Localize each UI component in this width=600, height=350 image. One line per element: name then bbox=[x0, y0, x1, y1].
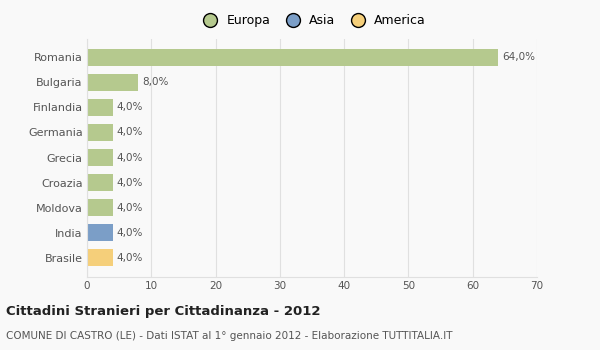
Legend: Europa, Asia, America: Europa, Asia, America bbox=[193, 9, 431, 32]
Bar bbox=[87, 224, 113, 241]
Text: 4,0%: 4,0% bbox=[116, 103, 143, 112]
Bar bbox=[87, 250, 113, 266]
Bar bbox=[87, 74, 139, 91]
Bar bbox=[87, 149, 113, 166]
Text: Cittadini Stranieri per Cittadinanza - 2012: Cittadini Stranieri per Cittadinanza - 2… bbox=[6, 304, 320, 317]
Text: 8,0%: 8,0% bbox=[142, 77, 169, 88]
Bar bbox=[87, 124, 113, 141]
Text: 4,0%: 4,0% bbox=[116, 153, 143, 162]
Text: 4,0%: 4,0% bbox=[116, 177, 143, 188]
Text: 4,0%: 4,0% bbox=[116, 127, 143, 138]
Bar bbox=[87, 199, 113, 216]
Bar bbox=[87, 49, 499, 65]
Bar bbox=[87, 174, 113, 191]
Text: 4,0%: 4,0% bbox=[116, 203, 143, 212]
Text: 64,0%: 64,0% bbox=[502, 52, 535, 62]
Text: COMUNE DI CASTRO (LE) - Dati ISTAT al 1° gennaio 2012 - Elaborazione TUTTITALIA.: COMUNE DI CASTRO (LE) - Dati ISTAT al 1°… bbox=[6, 331, 452, 341]
Bar bbox=[87, 99, 113, 116]
Text: 4,0%: 4,0% bbox=[116, 228, 143, 238]
Text: 4,0%: 4,0% bbox=[116, 253, 143, 262]
